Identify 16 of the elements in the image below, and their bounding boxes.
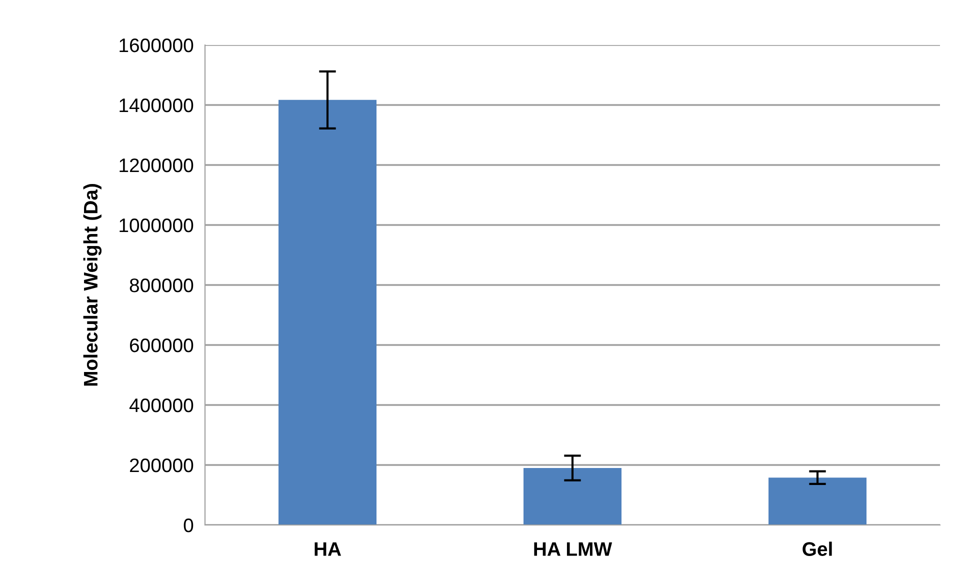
bar: [524, 468, 622, 525]
x-tick-label: HA: [314, 542, 342, 556]
y-tick-label: 1400000: [120, 98, 194, 112]
y-axis-title: Molecular Weight (Da): [83, 184, 102, 386]
y-tick-label: 0: [184, 518, 194, 532]
bar: [278, 100, 376, 525]
x-tick-label: HA LMW: [534, 542, 612, 556]
y-tick-label: 1000000: [120, 218, 194, 232]
y-tick-label: 600000: [130, 338, 194, 352]
y-tick-label: 800000: [130, 278, 194, 292]
bar: [768, 478, 866, 525]
y-tick-label: 1200000: [120, 158, 194, 172]
x-tick-label: Gel: [802, 542, 832, 556]
y-tick-label: 200000: [130, 458, 194, 472]
y-tick-label: 1600000: [120, 38, 194, 52]
y-tick-label: 400000: [129, 398, 194, 412]
